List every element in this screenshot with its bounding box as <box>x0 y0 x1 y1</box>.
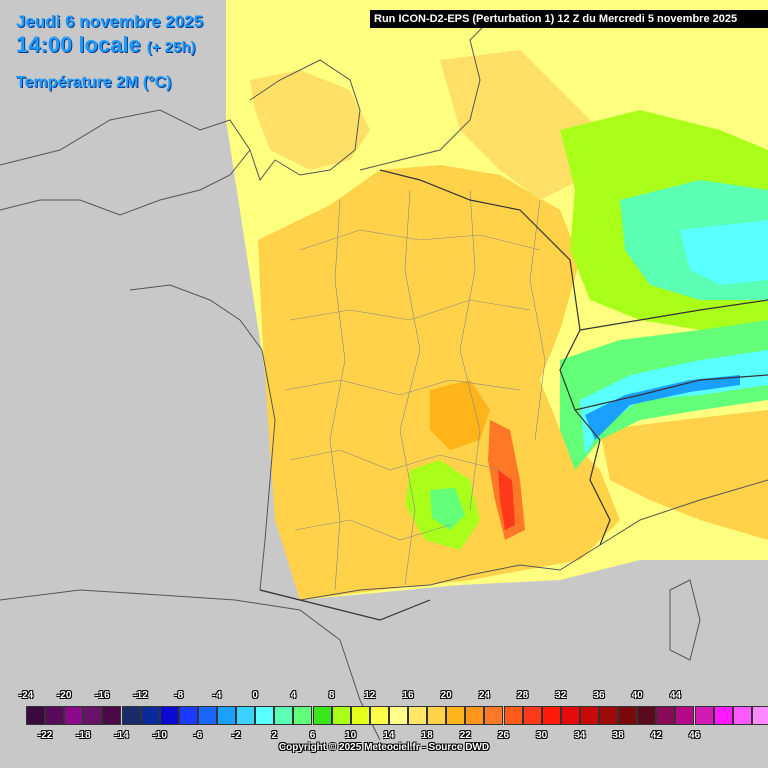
legend-swatch <box>45 706 65 725</box>
legend-swatch <box>484 706 504 725</box>
legend-swatch <box>637 706 657 725</box>
legend-tick-label: -20 <box>56 690 72 701</box>
zone-green-cevennes-core <box>430 488 465 530</box>
legend-swatch <box>274 706 294 725</box>
zone-cyan-alps <box>580 350 768 455</box>
legend-tick-label: 16 <box>402 690 414 701</box>
legend-swatch <box>26 706 45 725</box>
legend-swatch <box>83 706 103 725</box>
legend-tick-label: 18 <box>421 730 433 741</box>
legend-swatch <box>427 706 447 725</box>
legend-tick-label: -8 <box>174 690 184 701</box>
legend-swatch <box>121 706 141 725</box>
legend-swatch <box>217 706 236 725</box>
legend-swatch <box>599 706 618 725</box>
legend-tick-label: 26 <box>497 730 510 741</box>
country-borders <box>259 169 768 621</box>
zone-warm-massif <box>430 380 490 450</box>
legend-tick-label: 4 <box>290 690 297 701</box>
zone-orange-italy <box>600 410 768 540</box>
legend-swatch <box>503 706 523 725</box>
copyright-text: Copyright © 2025 Meteociel.fr - Source D… <box>278 742 490 753</box>
legend-swatch <box>293 706 313 725</box>
legend-tick-label: 34 <box>574 730 586 741</box>
forecast-date: Jeudi 6 novembre 2025 <box>16 12 204 31</box>
legend-tick-label: -18 <box>76 730 91 741</box>
admin-borders <box>284 189 546 591</box>
legend-swatch <box>751 706 768 725</box>
legend-swatch <box>140 706 160 725</box>
legend-tick-label: -12 <box>133 690 148 701</box>
legend-swatch <box>694 706 714 725</box>
legend-tick-label: 46 <box>688 730 701 741</box>
legend-tick-label: -2 <box>231 730 241 741</box>
legend-tick-label: 42 <box>650 730 662 741</box>
legend-swatch <box>350 706 370 725</box>
legend-tick-label: 10 <box>345 730 357 741</box>
legend-swatch <box>369 706 389 725</box>
legend-tick-label: 30 <box>536 730 548 741</box>
legend-tick-label: 24 <box>478 690 490 701</box>
color-legend: -24 -20 -16 -12 -8 -4 0 4 8 12 16 20 24 28 32 36 40 44 -22… <box>0 686 768 768</box>
legend-swatch <box>446 706 466 725</box>
legend-swatch <box>675 706 695 725</box>
legend-tick-label: 2 <box>271 730 278 741</box>
legend-tick-label: -22 <box>37 730 53 741</box>
zone-cyan-germany-core <box>680 220 768 285</box>
forecast-offset: (+ 25h) <box>146 39 196 56</box>
zone-orange-uk <box>250 70 370 170</box>
legend-tick-label: -6 <box>193 730 203 741</box>
forecast-time: 14:00 locale (+ 25h) <box>16 32 196 58</box>
legend-tick-label: -4 <box>212 690 222 701</box>
legend-swatch <box>197 706 217 725</box>
legend-tick-label: -10 <box>152 730 167 741</box>
legend-tick-label: 32 <box>555 690 567 701</box>
legend-tick-label: 6 <box>309 730 316 741</box>
legend-tick-label: -14 <box>114 730 129 741</box>
legend-swatch <box>732 706 752 725</box>
legend-swatch <box>656 706 676 725</box>
legend-tick-label: 12 <box>364 690 376 701</box>
legend-tick-label: 28 <box>517 690 529 701</box>
variable-title: Température 2M (°C) <box>16 74 172 91</box>
zone-orange-north <box>440 50 600 200</box>
legend-swatch <box>331 706 351 725</box>
legend-tick-label: -24 <box>18 690 34 701</box>
legend-swatch <box>312 706 332 725</box>
legend-swatch <box>465 706 485 725</box>
legend-swatch <box>102 706 122 725</box>
legend-tick-label: 36 <box>593 690 605 701</box>
legend-swatch <box>255 706 275 725</box>
legend-swatch <box>618 706 638 725</box>
forecast-time-value: 14:00 locale <box>16 32 141 57</box>
legend-tick-label: 8 <box>328 690 335 701</box>
legend-swatch <box>579 706 599 725</box>
run-banner: Run ICON-D2-EPS (Perturbation 1) 12 Z du… <box>370 10 768 28</box>
legend-tick-label: 0 <box>252 690 258 701</box>
legend-swatch <box>64 706 84 725</box>
legend-tick-label: 40 <box>631 690 643 701</box>
legend-swatch <box>388 706 408 725</box>
legend-tick-label: 44 <box>669 690 681 701</box>
zone-orange-france <box>258 165 620 600</box>
legend-tick-label: 38 <box>612 730 624 741</box>
legend-tick-label: 20 <box>440 690 452 701</box>
legend-tick-label: 14 <box>383 730 395 741</box>
legend-tick-label: -16 <box>95 690 110 701</box>
legend-swatch <box>541 706 561 725</box>
legend-swatch <box>560 706 580 725</box>
legend-tick-label: 22 <box>459 730 471 741</box>
legend-swatch <box>178 706 198 725</box>
legend-swatch <box>713 706 733 725</box>
legend-swatch <box>236 706 256 725</box>
legend-swatch <box>159 706 179 725</box>
zone-blue-alps <box>585 375 740 440</box>
legend-swatch <box>522 706 542 725</box>
legend-swatch <box>408 706 427 725</box>
zone-hot-rhone-core <box>498 470 515 530</box>
